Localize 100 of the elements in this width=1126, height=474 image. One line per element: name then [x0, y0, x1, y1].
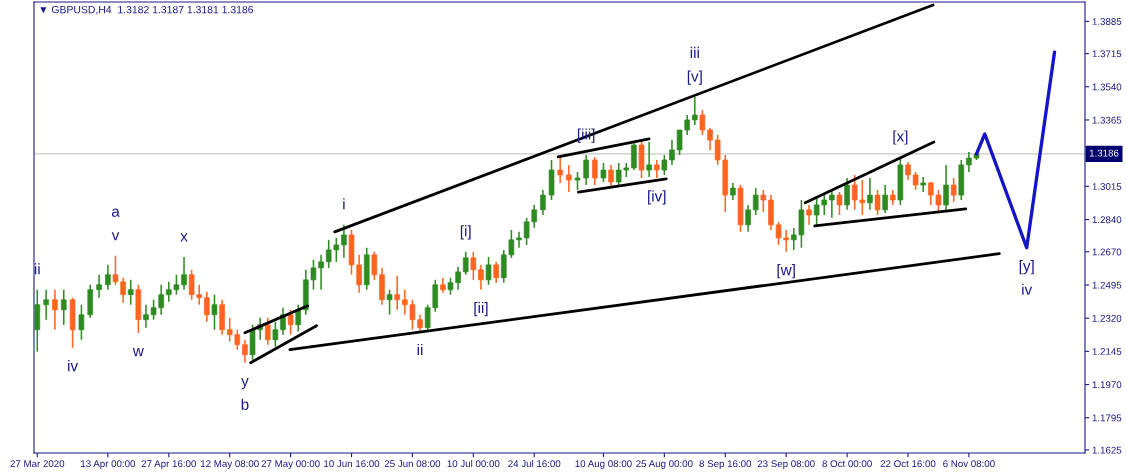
y-tick-label: 1.1970: [1092, 381, 1122, 389]
annotation: [y]: [1019, 260, 1034, 275]
line-series: [974, 50, 1057, 250]
candlestick: [60, 288, 67, 326]
chart-title: ▼ GBPUSD,H4 1.3182 1.3187 1.3181 1.3186: [40, 5, 254, 15]
y-tick-label: 1.3540: [1092, 83, 1122, 91]
candlestick: [950, 177, 957, 203]
candlestick: [181, 256, 187, 291]
x-tick-label: 27 May 00:00: [261, 460, 320, 470]
annotation: i: [343, 198, 345, 210]
candlestick: [631, 141, 637, 171]
annotation: [x]: [893, 130, 908, 145]
candlestick: [264, 317, 271, 346]
x-tick-label: 22 Oct 16:00: [880, 460, 936, 468]
candlestick: [844, 177, 850, 211]
candlestick: [646, 141, 652, 178]
annotation: [ii]: [474, 302, 488, 317]
candlestick: [874, 189, 881, 216]
x-tick-label: 6 Nov 08:00: [943, 460, 995, 468]
y-tick-label: 1.2670: [1092, 248, 1122, 256]
candlestick: [516, 231, 522, 249]
annotation: [v]: [687, 70, 702, 85]
candlestick: [661, 154, 668, 176]
candlestick: [242, 339, 248, 364]
candlestick: [204, 291, 210, 323]
candlestick: [96, 273, 102, 299]
candlestick: [583, 154, 589, 186]
candlestick: [462, 251, 469, 276]
annotation: iv: [68, 360, 79, 372]
candlestick: [566, 164, 572, 193]
candlestick: [287, 309, 294, 336]
candlestick: [608, 164, 614, 188]
candlestick: [943, 164, 949, 213]
y-tick-label: 1.2320: [1092, 314, 1122, 322]
candlestick: [386, 288, 393, 316]
candlestick: [371, 251, 378, 281]
candlestick: [882, 184, 888, 214]
y-tick-label: 1.2495: [1092, 281, 1122, 289]
x-tick-label: 25 Aug 00:00: [636, 460, 693, 470]
x-tick-label: 10 Jun 16:00: [324, 460, 380, 468]
y-tick-label: 1.2145: [1092, 348, 1122, 355]
candlestick: [752, 187, 759, 216]
y-tick-label: 1.1795: [1092, 414, 1122, 422]
x-tick-label: 10 Aug 08:00: [575, 460, 632, 470]
candlestick: [600, 162, 607, 183]
candlestick: [52, 288, 58, 331]
annotation: [iv]: [648, 190, 666, 205]
candlestick: [470, 251, 477, 281]
x-tick-label: 27 Mar 2020: [10, 460, 65, 468]
ref-line-label: 1.3186: [1089, 149, 1119, 157]
annotation: iv: [1022, 283, 1033, 295]
x-tick-label: 8 Oct 00:00: [822, 460, 872, 468]
candlestick: [557, 156, 563, 184]
annotation: iii: [690, 46, 699, 58]
x-tick-label: 10 Jul 00:00: [447, 459, 500, 468]
x-tick-label: 27 Apr 16:00: [141, 460, 196, 470]
candlestick: [912, 171, 919, 191]
candlestick: [127, 279, 134, 306]
candlestick: [341, 224, 347, 259]
annotation: x: [180, 233, 188, 242]
candlestick: [272, 320, 279, 348]
candlestick: [653, 159, 660, 179]
y-tick-label: 1.2840: [1092, 216, 1122, 224]
annotation: ii: [417, 343, 423, 356]
annotation: v: [111, 232, 120, 241]
candlestick: [43, 288, 49, 321]
annotation: [i]: [460, 225, 471, 240]
annotation: a: [111, 208, 120, 217]
candlestick: [574, 171, 581, 191]
annotation: w: [132, 348, 144, 357]
annotation: b: [241, 398, 249, 410]
x-tick-label: 13 Apr 00:00: [81, 460, 136, 470]
candlestick: [478, 264, 484, 291]
candlestick: [394, 275, 400, 311]
candlestick: [540, 189, 546, 216]
candlestick: [211, 293, 218, 331]
y-tick-label: 1.1625: [1092, 446, 1122, 454]
candlestick: [295, 303, 302, 333]
annotation: ii: [34, 263, 40, 275]
candlestick: [105, 264, 111, 291]
candlestick: [905, 161, 911, 181]
y-tick-label: 1.3715: [1092, 50, 1122, 58]
candlestick: [485, 256, 492, 286]
x-tick-label: 23 Sep 08:00: [757, 460, 815, 470]
candlestick: [920, 176, 926, 193]
annotation: [w]: [777, 264, 795, 279]
candlestick: [836, 191, 843, 216]
candlestick: [493, 261, 499, 284]
x-tick-label: 8 Sep 16:00: [699, 460, 752, 470]
y-tick-label: 1.3365: [1092, 116, 1122, 124]
candlestick: [760, 189, 767, 213]
candlestick: [806, 204, 812, 226]
candlestick: [78, 303, 85, 341]
y-tick-label: 1.3885: [1092, 18, 1122, 25]
x-tick-label: 24 Jul 16:00: [508, 459, 561, 468]
candlestick: [829, 189, 835, 219]
candlestick: [692, 96, 698, 126]
x-tick-label: 12 May 08:00: [200, 460, 259, 470]
candlestick: [592, 156, 598, 186]
annotation: y: [241, 378, 249, 390]
